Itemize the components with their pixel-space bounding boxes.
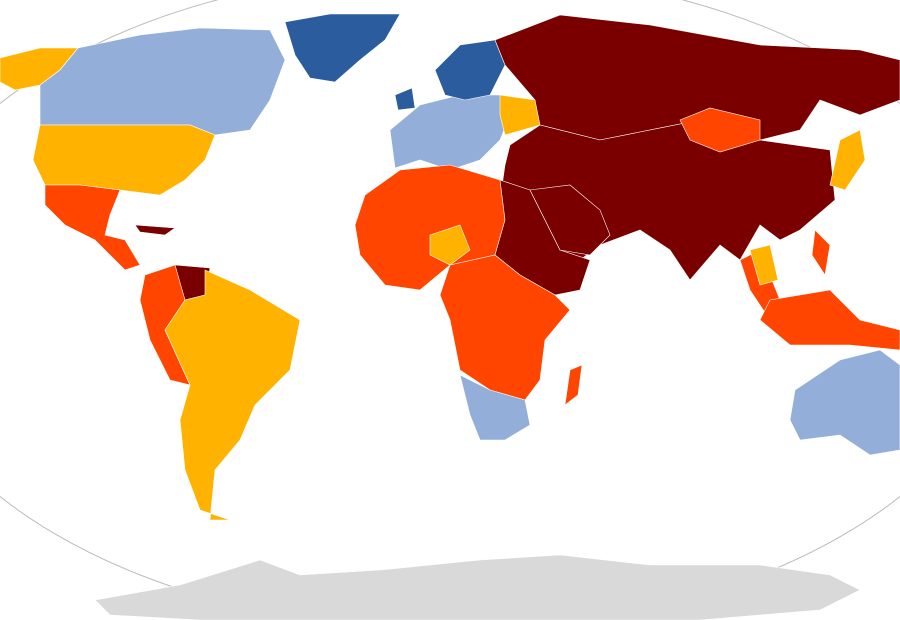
region: [429, 224, 471, 266]
region: [394, 87, 416, 111]
region: [439, 254, 571, 401]
region: [564, 364, 583, 406]
region: [434, 39, 506, 101]
region: [32, 124, 216, 196]
region: [134, 224, 176, 236]
region: [389, 94, 511, 171]
region: [494, 14, 900, 141]
region: [529, 184, 611, 256]
region: [164, 269, 301, 521]
region: [829, 129, 866, 191]
region: [759, 289, 900, 351]
region: [284, 13, 401, 83]
region: [811, 229, 831, 276]
region: [789, 349, 900, 456]
region: [39, 27, 286, 136]
region: [44, 184, 141, 271]
region: [679, 107, 761, 153]
region: [749, 244, 779, 286]
region: [499, 94, 541, 136]
region: [459, 374, 531, 441]
region: [94, 554, 861, 620]
